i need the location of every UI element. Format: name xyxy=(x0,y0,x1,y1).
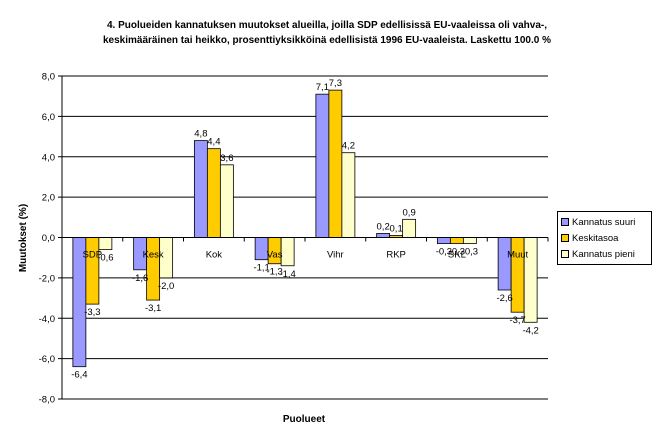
data-label: -1,3 xyxy=(266,267,282,278)
bar xyxy=(219,164,234,238)
y-tick-label: 4,0 xyxy=(42,152,55,163)
bar xyxy=(193,140,208,238)
legend-swatch xyxy=(561,250,569,258)
bar xyxy=(497,237,512,291)
legend-swatch xyxy=(561,234,569,242)
data-label: 3,6 xyxy=(220,153,233,164)
data-label: 4,2 xyxy=(342,141,355,152)
category-label: Muut xyxy=(507,250,528,261)
bar xyxy=(98,237,113,251)
bar xyxy=(436,237,451,244)
data-label: -4,2 xyxy=(522,325,538,336)
legend: Kannatus suuri Keskitasoa Kannatus pieni xyxy=(557,211,652,265)
bar xyxy=(376,233,391,238)
y-tick-label: 0,0 xyxy=(42,233,55,244)
y-tick-labels: -8,0 -6,0 -4,0 -2,0 0,0 2,0 4,0 6,0 8,0 xyxy=(39,72,62,406)
category-labels: SDP Kesk Kok Vas Vihr RKP SKL Muut xyxy=(83,250,529,261)
data-label: -0,3 xyxy=(462,247,478,258)
data-label: -3,7 xyxy=(509,315,525,326)
legend-item: Kannatus pieni xyxy=(561,246,648,262)
data-label: -0,3 xyxy=(449,247,465,258)
bar xyxy=(280,237,295,267)
bar xyxy=(462,237,477,244)
data-label: -2,0 xyxy=(158,281,174,292)
bar xyxy=(85,237,100,305)
category-label: RKP xyxy=(386,250,406,261)
y-tick-label: 2,0 xyxy=(42,193,55,204)
data-label: -1,4 xyxy=(279,269,295,280)
data-label: 4,4 xyxy=(207,137,220,148)
category-label: Kesk xyxy=(143,250,164,261)
data-label: 0,9 xyxy=(403,207,416,218)
data-label: -1,6 xyxy=(132,273,148,284)
bar xyxy=(449,237,464,244)
bar xyxy=(341,152,356,238)
legend-swatch xyxy=(561,218,569,226)
data-label: -3,1 xyxy=(145,303,161,314)
x-axis-label: Puolueet xyxy=(283,414,326,425)
bar xyxy=(315,93,330,238)
bars xyxy=(72,89,538,368)
data-label: 0,1 xyxy=(390,223,403,234)
axes xyxy=(61,76,549,399)
legend-label: Kannatus pieni xyxy=(572,248,635,260)
data-label: -6,4 xyxy=(71,370,87,381)
category-label: Vihr xyxy=(327,250,344,261)
y-tick-label: 6,0 xyxy=(42,112,55,123)
category-label: SDP xyxy=(83,250,103,261)
legend-label: Keskitasoa xyxy=(572,232,619,244)
data-label: 7,3 xyxy=(329,78,342,89)
data-label: 0,2 xyxy=(377,221,390,232)
category-label: SKL xyxy=(448,250,466,261)
data-label: 4,8 xyxy=(194,129,207,140)
chart-title-line-1: 4. Puolueiden kannatuksen muutokset alue… xyxy=(107,20,547,31)
y-tick-label: -2,0 xyxy=(39,273,55,284)
y-axis-label: Muutokset (%) xyxy=(18,204,29,272)
data-label: -1,1 xyxy=(253,263,269,274)
chart-title-line-2: keskimääräinen tai heikko, prosenttiyksi… xyxy=(102,35,551,46)
y-tick-label: 8,0 xyxy=(42,72,55,83)
bar xyxy=(328,89,343,238)
data-label: 7,1 xyxy=(316,82,329,93)
bar xyxy=(402,218,417,238)
legend-item: Kannatus suuri xyxy=(561,214,648,230)
data-label: -0,6 xyxy=(97,253,113,264)
legend-label: Kannatus suuri xyxy=(572,216,636,228)
category-label: Kok xyxy=(206,250,223,261)
bar xyxy=(206,148,221,238)
data-labels: -6,4 -1,6 4,8 -1,1 7,1 0,2 -0,3 -2,6 -3,3 -3,1 4,4… xyxy=(71,78,539,381)
y-tick-label: -6,0 xyxy=(39,354,55,365)
data-label: -3,3 xyxy=(84,307,100,318)
legend-item: Keskitasoa xyxy=(561,230,648,246)
data-label: -2,6 xyxy=(496,293,512,304)
y-tick-label: -8,0 xyxy=(39,395,55,406)
y-tick-label: -4,0 xyxy=(39,314,55,325)
category-label: Vas xyxy=(267,250,283,261)
chart-title: 4. Puolueiden kannatuksen muutokset alue… xyxy=(0,18,654,48)
data-label: -0,3 xyxy=(436,247,452,258)
